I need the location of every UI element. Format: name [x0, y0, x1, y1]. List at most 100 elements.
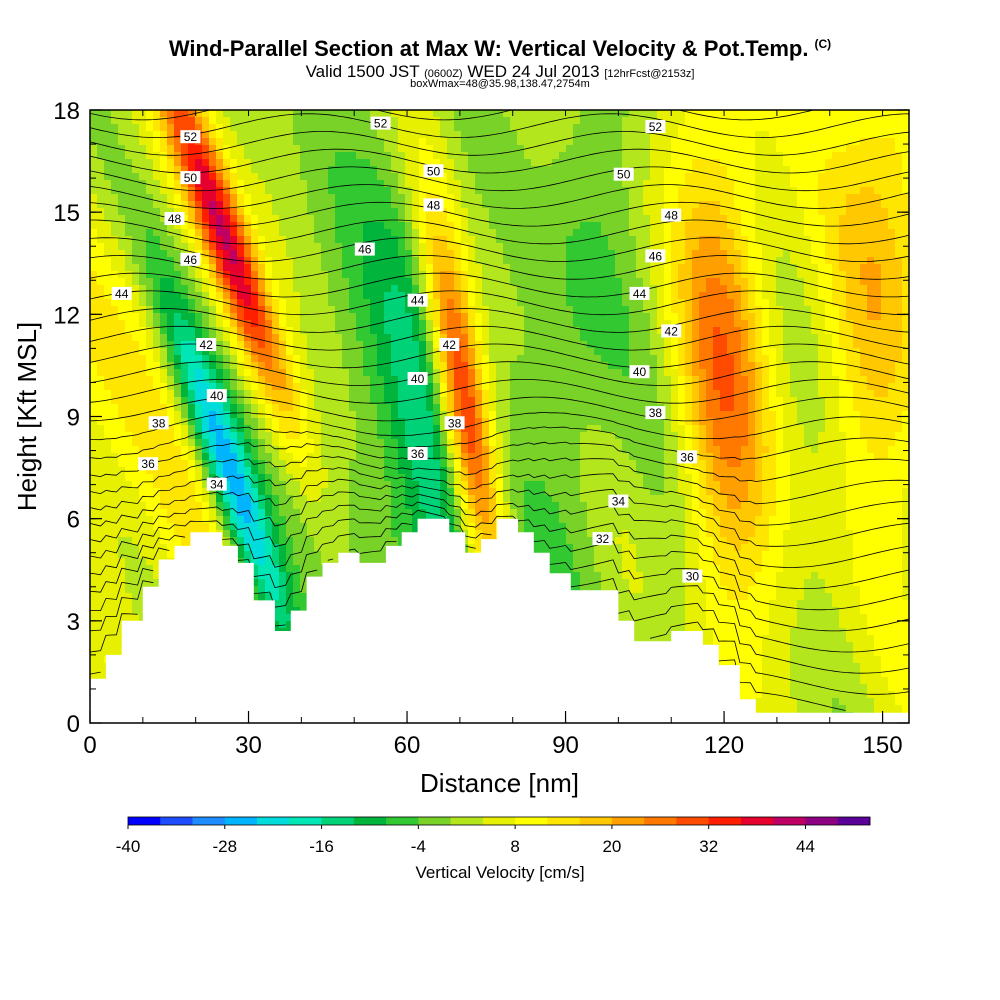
w-cell [202, 257, 210, 265]
w-cell [139, 131, 147, 139]
w-cell [160, 502, 168, 510]
w-cell [272, 131, 280, 139]
w-cell [237, 334, 245, 342]
w-cell [181, 516, 189, 524]
w-cell [209, 278, 217, 286]
w-cell [384, 397, 392, 405]
w-cell [356, 383, 364, 391]
w-cell [153, 292, 161, 300]
w-cell [370, 404, 378, 412]
w-cell [440, 173, 448, 181]
w-cell [174, 208, 182, 216]
w-cell [188, 355, 196, 363]
w-cell [391, 530, 399, 538]
w-cell [167, 159, 175, 167]
w-cell [293, 271, 301, 279]
w-cell [384, 439, 392, 447]
w-cell [300, 481, 308, 489]
w-cell [447, 180, 455, 188]
w-cell [251, 166, 259, 174]
w-cell [195, 474, 203, 482]
w-cell [279, 404, 287, 412]
w-cell [90, 145, 98, 153]
w-cell [377, 544, 385, 552]
w-cell [153, 509, 161, 517]
w-cell [251, 586, 259, 594]
w-cell [314, 502, 322, 510]
w-cell [272, 222, 280, 230]
w-cell [181, 453, 189, 461]
w-cell [104, 159, 112, 167]
w-cell [447, 215, 455, 223]
w-cell [202, 383, 210, 391]
w-cell [300, 411, 308, 419]
w-cell [475, 243, 483, 251]
w-cell [195, 432, 203, 440]
w-cell [391, 201, 399, 209]
w-cell [475, 523, 483, 531]
w-cell [328, 537, 336, 545]
w-cell [307, 327, 315, 335]
w-cell [433, 117, 441, 125]
w-cell [258, 306, 266, 314]
w-cell [146, 488, 154, 496]
w-cell [230, 418, 238, 426]
w-cell [195, 229, 203, 237]
w-cell [419, 201, 427, 209]
w-cell [97, 593, 105, 601]
w-cell [314, 390, 322, 398]
w-cell [216, 278, 224, 286]
w-cell [251, 243, 259, 251]
w-cell [419, 173, 427, 181]
w-cell [160, 250, 168, 258]
w-cell [237, 243, 245, 251]
w-cell [363, 516, 371, 524]
w-cell [482, 390, 490, 398]
w-cell [174, 537, 182, 545]
w-cell [314, 474, 322, 482]
w-cell [160, 551, 168, 559]
w-cell [342, 145, 350, 153]
w-cell [118, 509, 126, 517]
w-cell [370, 222, 378, 230]
w-cell [104, 404, 112, 412]
w-cell [363, 299, 371, 307]
w-cell [342, 376, 350, 384]
w-cell [146, 572, 154, 580]
w-cell [132, 201, 140, 209]
w-cell [132, 292, 140, 300]
w-cell [97, 635, 105, 643]
w-cell [314, 215, 322, 223]
w-cell [251, 292, 259, 300]
w-cell [97, 551, 105, 559]
w-cell [160, 145, 168, 153]
w-cell [104, 292, 112, 300]
w-cell [153, 453, 161, 461]
w-cell [475, 299, 483, 307]
w-cell [209, 369, 217, 377]
w-cell [125, 502, 133, 510]
w-cell [356, 117, 364, 125]
w-cell [468, 180, 476, 188]
w-cell [475, 425, 483, 433]
w-cell [461, 418, 469, 426]
w-cell [384, 516, 392, 524]
w-cell [195, 243, 203, 251]
w-cell [125, 264, 133, 272]
w-cell [440, 474, 448, 482]
w-cell [279, 292, 287, 300]
w-cell [97, 544, 105, 552]
w-cell [181, 355, 189, 363]
w-cell [314, 355, 322, 363]
w-cell [349, 474, 357, 482]
w-cell [426, 362, 434, 370]
w-cell [97, 355, 105, 363]
w-cell [454, 495, 462, 503]
w-cell [111, 558, 119, 566]
w-cell [153, 215, 161, 223]
w-cell [272, 432, 280, 440]
w-cell [258, 257, 266, 265]
valid-time-utc: (0600Z) [424, 68, 463, 80]
w-cell [356, 523, 364, 531]
